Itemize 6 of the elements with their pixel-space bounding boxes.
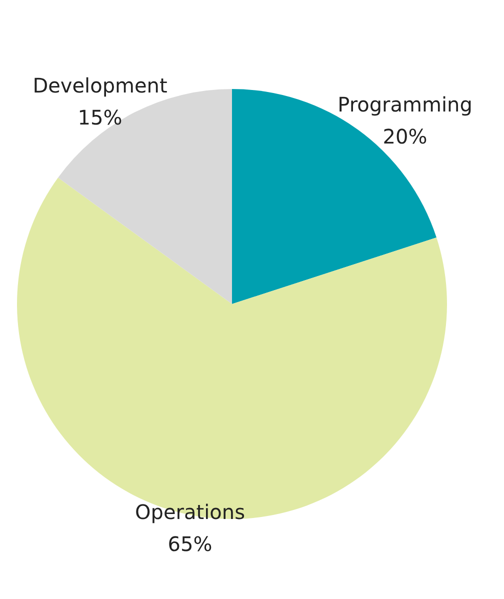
data-label: 15%	[78, 106, 122, 130]
data-label: 65%	[168, 532, 212, 556]
slice-label: Development	[32, 74, 168, 98]
slice-label: Operations	[135, 500, 245, 524]
data-label: 20%	[382, 124, 428, 148]
slice-label: Programming	[338, 92, 472, 116]
